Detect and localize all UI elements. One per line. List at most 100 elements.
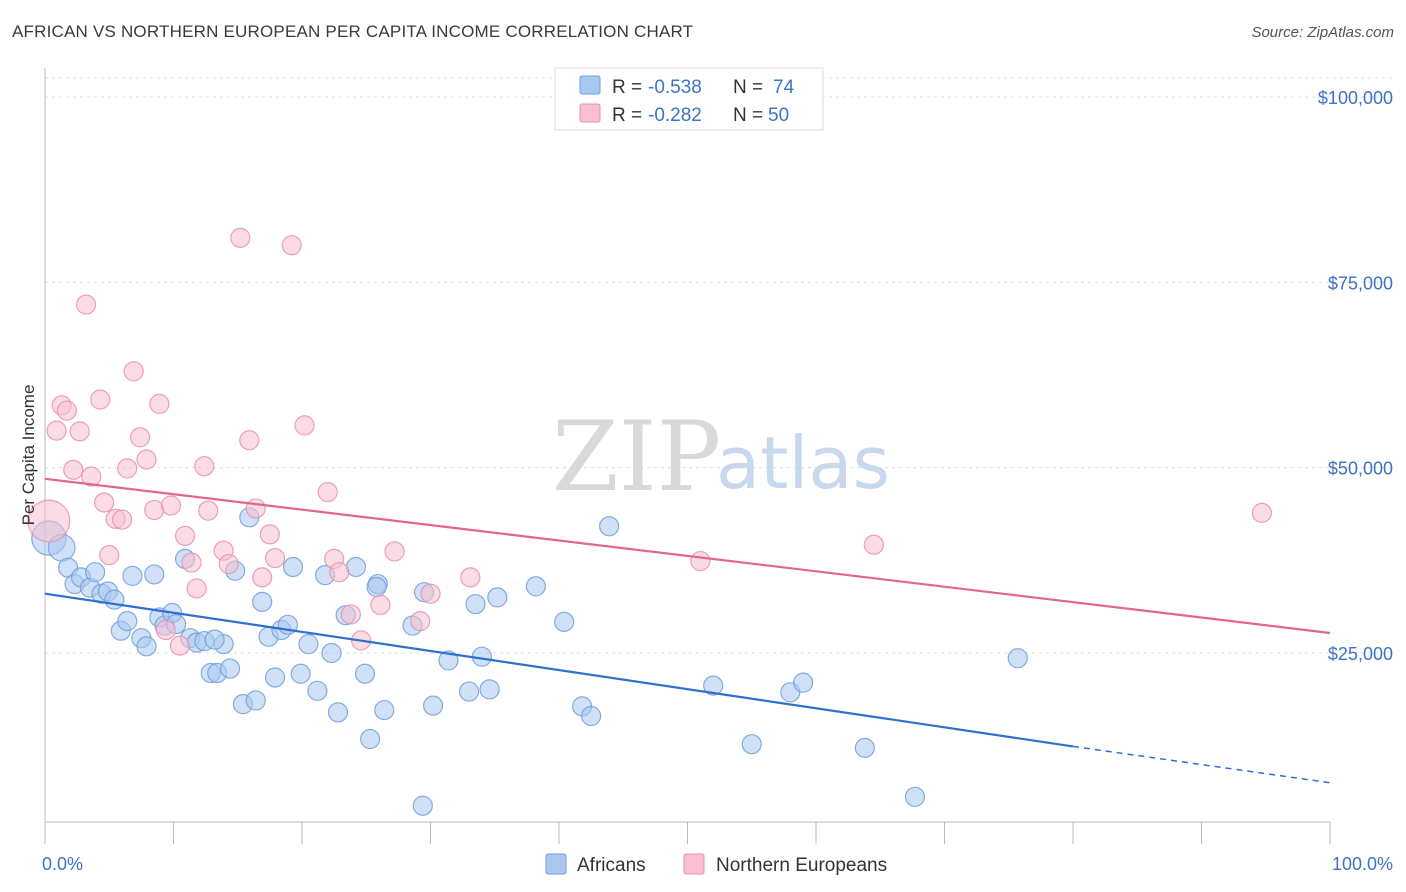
data-point-africans: [581, 705, 602, 727]
grid-lines: [45, 77, 1392, 654]
legend-n-label: N =: [733, 105, 763, 126]
data-point-northern-europeans: [218, 553, 239, 575]
legend-n-label: N =: [733, 77, 763, 98]
data-point-africans: [904, 786, 926, 807]
data-point-northern-europeans: [181, 552, 202, 573]
legend-swatch-africans: [579, 75, 601, 95]
data-point-africans: [438, 650, 459, 671]
data-point-africans: [412, 795, 433, 816]
legend-r-value-africans: -0.538: [648, 77, 702, 98]
data-point-northern-europeans: [46, 420, 67, 441]
data-point-northern-europeans: [111, 509, 133, 530]
data-point-africans: [479, 679, 500, 700]
data-point-northern-europeans: [259, 524, 280, 545]
data-point-africans: [366, 576, 387, 598]
data-point-africans: [136, 636, 157, 657]
data-point-northern-europeans: [99, 545, 120, 566]
data-point-northern-europeans: [340, 604, 361, 625]
legend-row-northern-europeans: R = -0.282 N = 50: [579, 103, 789, 126]
y-tick-label: $25,000: [1328, 644, 1393, 664]
data-points: [27, 227, 1272, 816]
bottom-legend-swatch-northern-europeans: [683, 853, 705, 875]
legend-r-label: R =: [612, 77, 642, 98]
data-point-northern-europeans: [160, 495, 182, 516]
y-axis-title: Per Capita Income: [19, 385, 38, 526]
data-point-northern-europeans: [370, 594, 391, 615]
data-point-northern-europeans: [690, 550, 711, 572]
data-point-northern-europeans: [420, 583, 441, 604]
y-tick-label: $100,000: [1318, 88, 1393, 108]
legend-r-label: R =: [612, 105, 642, 126]
data-point-africans: [374, 699, 395, 721]
data-point-africans: [219, 658, 241, 679]
bottom-legend-label-africans: Africans: [577, 855, 646, 876]
series-legend: Africans Northern Europeans: [545, 853, 887, 876]
data-point-africans: [298, 634, 319, 655]
data-point-northern-europeans: [90, 389, 111, 410]
data-point-northern-europeans: [230, 227, 251, 248]
data-point-africans: [854, 737, 875, 758]
data-point-africans: [465, 593, 486, 615]
data-point-northern-europeans: [56, 400, 77, 421]
data-point-northern-europeans: [239, 430, 260, 451]
axes: [44, 68, 1331, 844]
data-point-africans: [793, 672, 814, 693]
data-point-northern-europeans: [76, 294, 97, 315]
correlation-legend: R = -0.538 N = 74 R = -0.282 N = 50: [554, 67, 824, 131]
data-point-northern-europeans: [123, 361, 144, 382]
data-point-africans: [458, 681, 480, 702]
trend-line-northern-europeans: [44, 477, 1331, 635]
source-credit: Source: ZipAtlas.com: [1251, 24, 1394, 41]
legend-row-africans: R = -0.538 N = 74: [579, 75, 795, 98]
data-point-northern-europeans: [1251, 502, 1272, 523]
legend-r-value-northern-europeans: -0.282: [648, 105, 702, 126]
trend-line-africans: [44, 592, 1074, 748]
data-point-northern-europeans: [94, 492, 115, 513]
data-point-northern-europeans: [294, 415, 315, 436]
data-point-africans: [327, 702, 349, 723]
data-point-northern-europeans: [252, 567, 273, 588]
data-point-africans: [354, 663, 376, 684]
data-point-africans: [525, 576, 546, 597]
watermark-atlas: atlas: [716, 421, 890, 505]
data-point-africans: [104, 589, 125, 610]
bottom-legend-label-northern-europeans: Northern Europeans: [716, 855, 887, 876]
data-point-africans: [487, 587, 508, 608]
data-point-northern-europeans: [117, 458, 138, 479]
data-point-northern-europeans: [144, 499, 165, 521]
data-point-northern-europeans: [410, 611, 431, 632]
data-point-northern-europeans: [194, 456, 215, 477]
data-point-northern-europeans: [63, 459, 84, 480]
data-point-northern-europeans: [281, 235, 302, 256]
x-tick-label-max: 100.0%: [1332, 854, 1393, 874]
data-point-africans: [599, 516, 620, 537]
data-point-northern-europeans: [198, 500, 219, 521]
chart-title: AFRICAN VS NORTHERN EUROPEAN PER CAPITA …: [12, 22, 694, 41]
trend-line-extension-africans: [1072, 745, 1331, 784]
data-point-africans: [307, 680, 328, 701]
data-point-africans: [321, 642, 342, 664]
y-tick-label: $50,000: [1328, 459, 1393, 479]
data-point-northern-europeans: [317, 482, 338, 503]
data-point-northern-europeans: [264, 548, 286, 569]
data-point-northern-europeans: [169, 635, 191, 656]
trend-lines: [44, 477, 1331, 784]
bottom-legend-swatch-africans: [545, 853, 567, 875]
data-point-africans: [741, 734, 762, 755]
data-point-africans: [290, 663, 311, 684]
data-point-africans: [245, 690, 266, 711]
x-tick-label-min: 0.0%: [42, 854, 83, 874]
y-tick-labels: $25,000 $50,000 $75,000 $100,000: [1318, 88, 1393, 664]
data-point-northern-europeans: [129, 427, 151, 448]
data-point-africans: [554, 611, 575, 632]
data-point-northern-europeans: [245, 498, 266, 519]
data-point-africans: [204, 629, 225, 650]
data-point-northern-europeans: [69, 421, 90, 442]
data-point-northern-europeans: [155, 619, 176, 641]
data-point-northern-europeans: [136, 449, 157, 470]
data-point-northern-europeans: [329, 562, 350, 583]
data-point-africans: [85, 562, 106, 583]
data-point-northern-europeans: [863, 534, 884, 555]
data-point-africans: [282, 556, 304, 578]
